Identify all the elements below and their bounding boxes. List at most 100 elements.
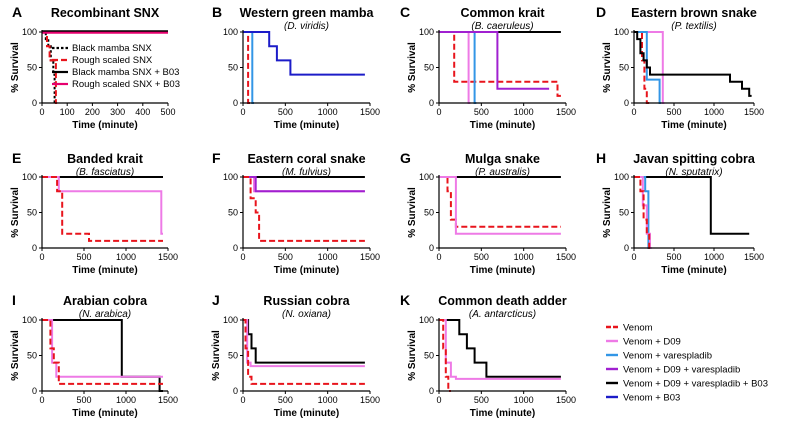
series-line-venom xyxy=(243,176,365,242)
x-tick-label: 1500 xyxy=(360,252,380,262)
x-tick-label: 1000 xyxy=(116,252,136,262)
panel-letter: H xyxy=(596,150,606,166)
y-axis-label: % Survival xyxy=(602,187,613,238)
y-axis-label: % Survival xyxy=(10,42,21,93)
x-tick-label: 0 xyxy=(436,107,441,117)
x-tick-label: 1500 xyxy=(556,395,576,405)
legend-label-d09: Venom + D09 xyxy=(623,337,681,348)
x-tick-label: 500 xyxy=(76,252,91,262)
y-tick-label: 0 xyxy=(624,98,629,108)
series-line-d09 xyxy=(42,319,163,378)
x-axis-label: Time (minute) xyxy=(274,408,339,419)
series-line-venom xyxy=(634,31,650,104)
x-tick-label: 1000 xyxy=(514,395,534,405)
x-tick-label: 1000 xyxy=(116,395,136,405)
x-tick-label: 0 xyxy=(631,107,636,117)
legend-label: Black mamba SNX + B03 xyxy=(72,67,179,78)
panel-title: Common krait xyxy=(460,6,545,20)
series-line-all xyxy=(243,319,365,364)
series-line-venom xyxy=(243,319,365,385)
panel-letter: A xyxy=(12,4,22,20)
panel-letter: G xyxy=(400,150,411,166)
legend-label-b03: Venom + B03 xyxy=(623,393,680,404)
series-line-venom xyxy=(439,31,561,97)
y-tick-label: 100 xyxy=(419,27,434,37)
x-axis-label: Time (minute) xyxy=(470,408,535,419)
y-tick-label: 100 xyxy=(419,315,434,325)
panel-title: Mulga snake xyxy=(465,152,540,166)
x-axis-label: Time (minute) xyxy=(470,265,535,276)
series-line-venom xyxy=(243,31,251,104)
x-tick-label: 1500 xyxy=(556,252,576,262)
x-axis-label: Time (minute) xyxy=(274,265,339,276)
series-line-venom xyxy=(42,176,163,242)
panel-a: A Recombinant SNX 0 50 100 0 100 200 300 400 500 Ti… xyxy=(10,4,180,131)
y-axis-label: % Survival xyxy=(211,330,222,381)
x-tick-label: 0 xyxy=(39,252,44,262)
species-subtitle: (D. viridis) xyxy=(284,21,329,32)
panel-title: Russian cobra xyxy=(263,294,350,308)
panel-title: Eastern brown snake xyxy=(631,6,757,20)
series-line-d09vares xyxy=(243,176,365,193)
x-tick-label: 500 xyxy=(278,395,293,405)
panel-title: Eastern coral snake xyxy=(247,152,365,166)
x-tick-label: 500 xyxy=(666,107,681,117)
x-axis-label: Time (minute) xyxy=(72,265,137,276)
series-line-b03 xyxy=(243,31,365,76)
panel-letter: J xyxy=(212,292,220,308)
series-line-all xyxy=(634,31,752,97)
panel-title: Javan spitting cobra xyxy=(633,152,756,166)
legend-label: Rough scaled SNX xyxy=(72,55,153,66)
series-line-black xyxy=(42,31,56,104)
x-axis-label: Time (minute) xyxy=(470,120,535,131)
legend-label-vares: Venom + varespladib xyxy=(623,351,712,362)
bottom-legend: Venom Venom + D09 Venom + varespladib Venom… xyxy=(606,323,768,404)
series-line-d09 xyxy=(439,319,561,380)
legend-label-venom: Venom xyxy=(623,323,653,334)
x-tick-label: 400 xyxy=(135,107,150,117)
panel-letter: B xyxy=(212,4,222,20)
y-tick-label: 50 xyxy=(619,208,629,218)
y-tick-label: 50 xyxy=(27,351,37,361)
series-line-all xyxy=(439,319,561,378)
x-axis-label: Time (minute) xyxy=(72,408,137,419)
series-line-vares xyxy=(439,31,477,104)
x-tick-label: 0 xyxy=(240,395,245,405)
x-axis-label: Time (minute) xyxy=(72,120,137,131)
panel-title: Western green mamba xyxy=(240,6,375,20)
x-tick-label: 500 xyxy=(278,252,293,262)
y-tick-label: 100 xyxy=(223,315,238,325)
series-line-d09 xyxy=(243,176,365,193)
y-tick-label: 100 xyxy=(22,27,37,37)
series-line-all xyxy=(634,176,750,235)
x-tick-label: 0 xyxy=(240,252,245,262)
y-axis-label: % Survival xyxy=(10,330,21,381)
panel-letter: I xyxy=(12,292,16,308)
series-line-venom xyxy=(42,31,58,104)
x-tick-label: 500 xyxy=(76,395,91,405)
y-tick-label: 50 xyxy=(424,63,434,73)
species-subtitle: (M. fulvius) xyxy=(282,167,331,178)
series-line-all xyxy=(42,319,163,392)
y-axis-label: % Survival xyxy=(407,42,418,93)
y-tick-label: 100 xyxy=(614,172,629,182)
y-tick-label: 100 xyxy=(22,315,37,325)
y-tick-label: 0 xyxy=(429,386,434,396)
species-subtitle: (N. oxiana) xyxy=(282,309,331,320)
species-subtitle: (N. arabica) xyxy=(79,309,131,320)
y-axis-label: % Survival xyxy=(10,187,21,238)
y-tick-label: 50 xyxy=(228,208,238,218)
species-subtitle: (B. fasciatus) xyxy=(76,167,134,178)
species-subtitle: (A. antarcticus) xyxy=(469,309,536,320)
panel-letter: F xyxy=(212,150,221,166)
y-tick-label: 0 xyxy=(32,386,37,396)
legend-label-all: Venom + D09 + varespladib + B03 xyxy=(623,379,768,390)
y-axis-label: % Survival xyxy=(407,330,418,381)
x-tick-label: 500 xyxy=(474,107,489,117)
y-tick-label: 0 xyxy=(233,243,238,253)
x-tick-label: 1000 xyxy=(704,107,724,117)
